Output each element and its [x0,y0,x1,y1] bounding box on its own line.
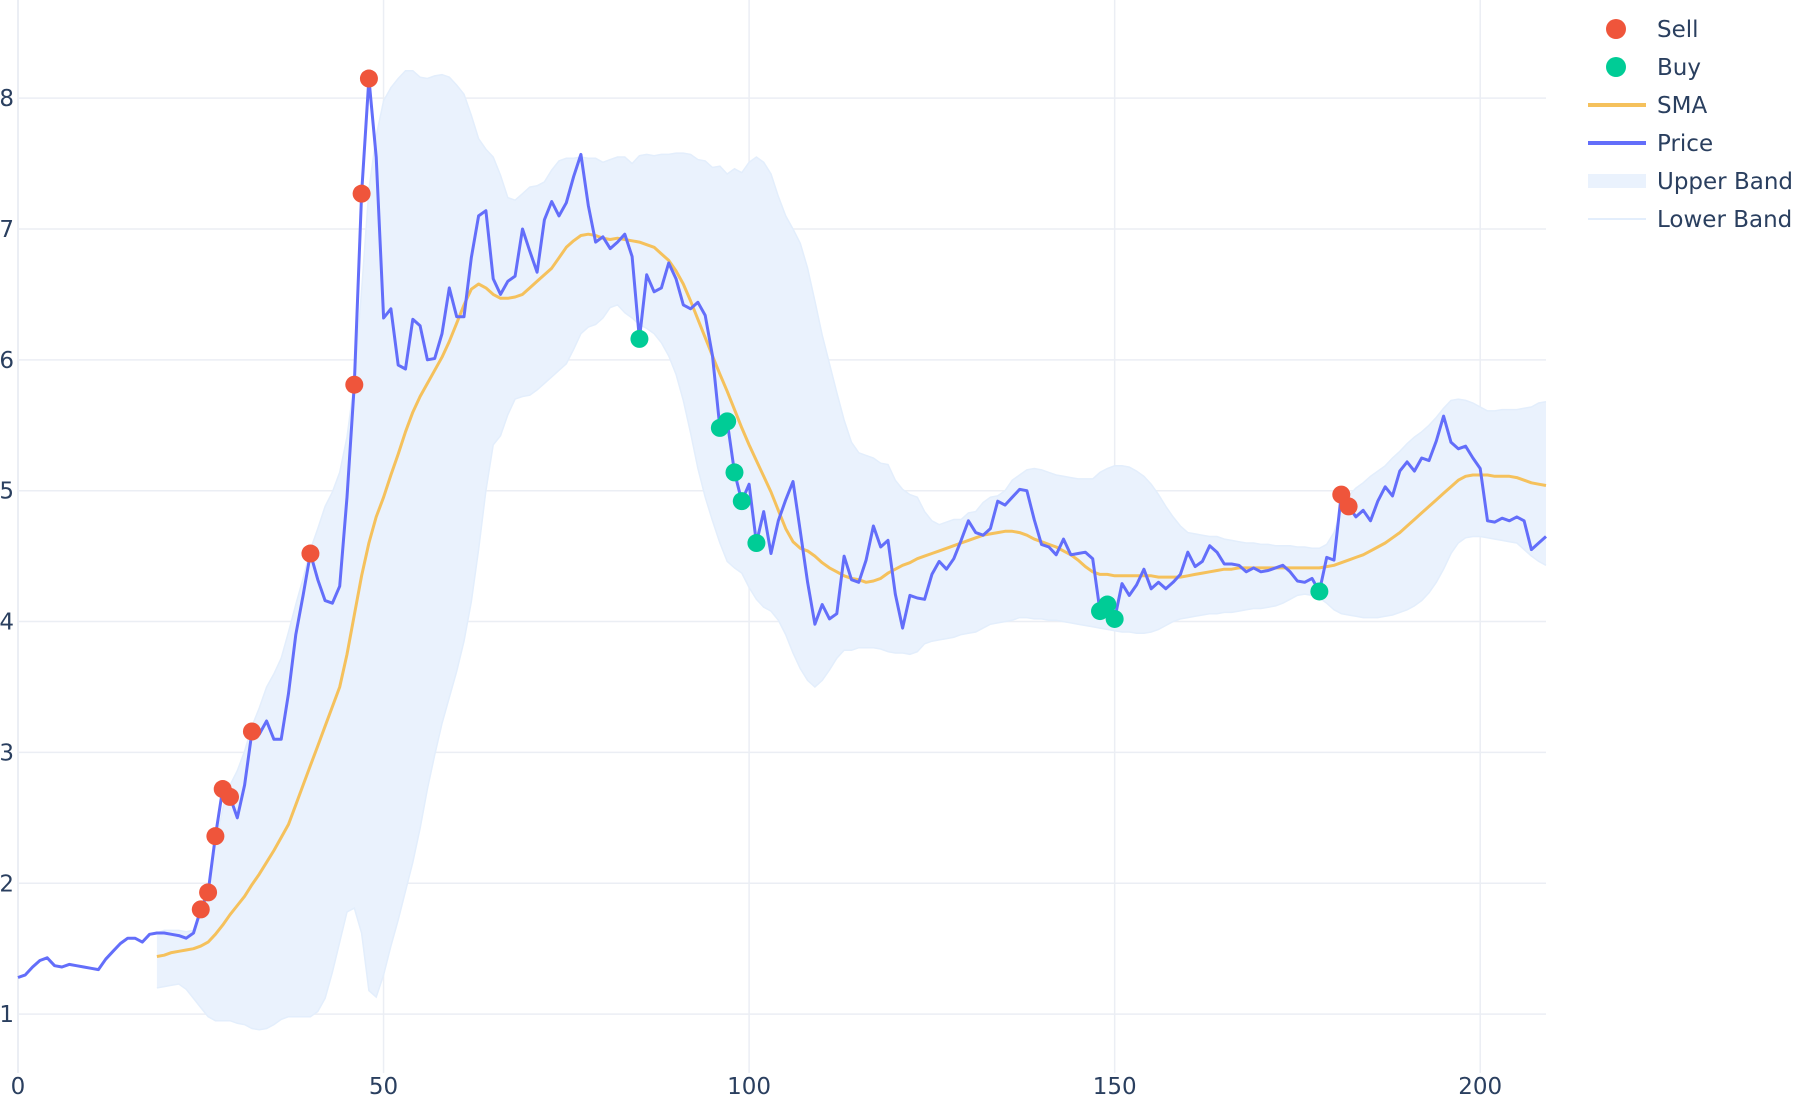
buy-marker [1310,582,1329,601]
sell-marker [199,883,218,902]
upper-band-legend-swatch [1588,174,1646,188]
legend-label: SMA [1657,93,1707,119]
series-lines [17,77,1547,979]
buy-legend-swatch [1606,57,1626,77]
sell-marker [345,375,364,394]
signal-markers [191,69,1358,919]
legend[interactable]: Sell Buy SMA Price Upper Band Lower Band [1588,17,1793,233]
buy-marker [725,463,744,482]
y-tick-label: 7 [0,217,14,243]
legend-label: Upper Band [1657,169,1793,195]
sell-marker [352,184,371,203]
legend-label: Buy [1657,55,1701,81]
y-tick-label: 1 [0,1002,14,1028]
y-tick-label: 6 [0,348,14,374]
buy-marker [732,492,751,511]
y-tick-label: 5 [0,479,14,505]
sell-legend-swatch [1606,19,1626,39]
x-tick-label: 150 [1093,1074,1137,1100]
buy-marker [718,412,737,431]
y-tick-label: 3 [0,740,14,766]
buy-marker [1098,595,1117,614]
upper-band-line [156,69,1547,934]
bollinger-band-fill [156,70,1546,1030]
legend-item-sell[interactable]: Sell [1606,17,1699,43]
buy-marker [630,329,649,348]
legend-label: Price [1657,131,1713,157]
x-tick-label: 50 [369,1074,398,1100]
sell-marker [242,722,261,741]
sell-marker [221,787,240,806]
axis-tick-labels: 0 50 100 150 200 1 2 3 4 5 6 7 8 [0,86,1502,1100]
x-tick-label: 100 [727,1074,771,1100]
x-tick-label: 0 [11,1074,26,1100]
legend-item-sma[interactable]: SMA [1588,93,1707,119]
legend-label: Lower Band [1657,207,1792,233]
legend-item-upper-band[interactable]: Upper Band [1588,169,1793,195]
legend-item-buy[interactable]: Buy [1606,55,1701,81]
sell-marker [206,827,225,846]
sell-marker [1339,497,1358,516]
legend-label: Sell [1657,17,1699,43]
y-tick-label: 4 [0,610,14,636]
bollinger-bands [156,69,1547,1031]
legend-item-price[interactable]: Price [1588,131,1713,157]
y-tick-label: 2 [0,871,14,897]
price-line [17,77,1547,979]
y-tick-label: 8 [0,86,14,112]
legend-item-lower-band[interactable]: Lower Band [1588,207,1792,233]
buy-marker [1105,609,1124,628]
sell-marker [359,69,378,88]
buy-marker [747,534,766,553]
sell-marker [191,900,210,919]
sell-marker [301,544,320,563]
x-tick-label: 200 [1458,1074,1502,1100]
